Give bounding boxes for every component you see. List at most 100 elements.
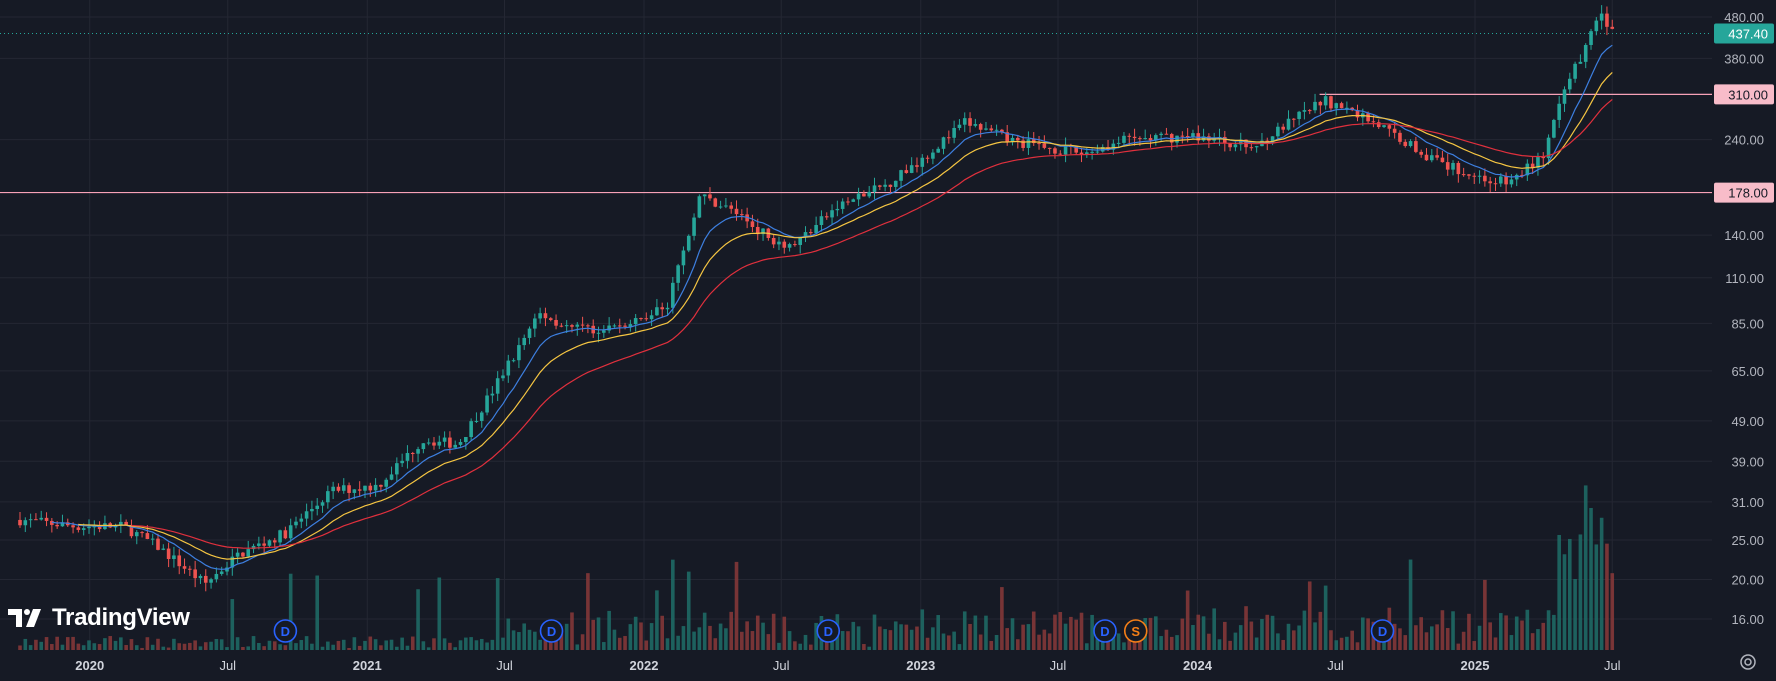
volume-bar bbox=[968, 624, 972, 650]
time-axis[interactable]: 2020 Jul 2021 Jul 2022 Jul 2023 Jul 2024 Jul 2025 J… bbox=[75, 658, 1620, 673]
candle bbox=[182, 558, 187, 574]
time-tick-label: 2023 bbox=[906, 658, 935, 673]
candle bbox=[1292, 118, 1296, 128]
candle bbox=[1355, 104, 1360, 122]
candle bbox=[1403, 139, 1408, 148]
candle bbox=[373, 478, 378, 497]
volume-bar bbox=[617, 637, 622, 650]
candle bbox=[464, 436, 468, 450]
tradingview-logo[interactable]: TradingView bbox=[8, 604, 190, 632]
candle bbox=[209, 577, 213, 589]
candle bbox=[1159, 131, 1163, 142]
volume-bar bbox=[740, 631, 744, 650]
candle bbox=[50, 518, 54, 533]
candle bbox=[288, 518, 293, 543]
volume-bar bbox=[373, 639, 378, 650]
volume-bar bbox=[92, 643, 97, 650]
volume-bar bbox=[1339, 637, 1344, 650]
candle bbox=[1414, 136, 1418, 154]
candle bbox=[246, 540, 251, 559]
volume-bar bbox=[1223, 621, 1227, 650]
candle bbox=[315, 498, 320, 516]
volume-bar bbox=[134, 645, 139, 650]
volume-bar bbox=[490, 639, 495, 650]
volume-bar bbox=[1228, 640, 1232, 650]
horizontal-levels[interactable] bbox=[0, 32, 1712, 194]
candle bbox=[219, 566, 224, 576]
candle bbox=[23, 517, 28, 533]
candle bbox=[150, 533, 155, 546]
candle bbox=[809, 228, 813, 237]
candle bbox=[1567, 72, 1572, 94]
volume-bar bbox=[1541, 622, 1546, 650]
price-tick-label: 49.00 bbox=[1731, 414, 1764, 429]
price-axis[interactable]: 480.00 380.00 240.00 140.00 110.00 85.00 65.00… bbox=[1714, 10, 1774, 627]
candle bbox=[517, 337, 521, 369]
volume-bar bbox=[241, 646, 245, 650]
volume-bar bbox=[1307, 581, 1312, 650]
candles bbox=[18, 5, 1615, 592]
candle bbox=[1493, 177, 1498, 191]
candle bbox=[962, 112, 967, 133]
candle bbox=[671, 276, 675, 314]
svg-text:S: S bbox=[1131, 624, 1140, 639]
volume-bar bbox=[1445, 628, 1450, 650]
candle bbox=[1037, 135, 1041, 150]
candle bbox=[761, 228, 765, 241]
candle bbox=[580, 316, 585, 332]
volume-bar bbox=[225, 647, 229, 650]
candle bbox=[846, 197, 850, 206]
volume-bar bbox=[1520, 620, 1524, 650]
volume-bar bbox=[718, 623, 723, 650]
volume-bar bbox=[692, 631, 696, 650]
volume-bar bbox=[87, 640, 91, 650]
volume-bar bbox=[235, 637, 240, 650]
candle bbox=[1483, 168, 1487, 187]
volume-bar bbox=[1270, 615, 1275, 650]
volume-bar bbox=[432, 638, 436, 650]
volume-bar bbox=[1244, 606, 1248, 650]
candle bbox=[617, 318, 622, 334]
candle bbox=[835, 200, 840, 217]
candle bbox=[87, 519, 91, 534]
volume-bar bbox=[846, 631, 850, 650]
candle bbox=[713, 197, 718, 208]
candle bbox=[612, 323, 617, 328]
volume-bar bbox=[1456, 643, 1461, 650]
volume-bar bbox=[198, 646, 203, 650]
svg-text:D: D bbox=[1378, 624, 1387, 639]
candle bbox=[1228, 142, 1232, 152]
candle bbox=[925, 155, 930, 164]
candle bbox=[1021, 136, 1025, 152]
volume-bar bbox=[1345, 636, 1349, 650]
candle bbox=[989, 124, 994, 132]
candle bbox=[1207, 133, 1211, 148]
volume-bar bbox=[1090, 614, 1094, 650]
volume-bar bbox=[761, 622, 765, 650]
candle bbox=[304, 503, 309, 527]
candle bbox=[548, 317, 553, 322]
volume-bar bbox=[893, 621, 898, 650]
volume-bar bbox=[755, 615, 760, 650]
volume-bar bbox=[352, 637, 357, 650]
volume-bar bbox=[1074, 619, 1078, 650]
volume-bar bbox=[1440, 610, 1445, 650]
candle bbox=[1169, 132, 1174, 151]
candle bbox=[1488, 176, 1492, 192]
volume-bar bbox=[671, 559, 675, 650]
dividend-marker: D bbox=[1093, 619, 1117, 643]
volume-bar bbox=[973, 615, 978, 650]
volume-bar bbox=[564, 623, 569, 650]
candle bbox=[543, 307, 548, 327]
settings-gear-icon[interactable] bbox=[1738, 652, 1758, 672]
volume-bar bbox=[511, 630, 516, 650]
volume-bar bbox=[76, 643, 81, 650]
volume-bar bbox=[50, 644, 54, 650]
price-tick-label: 39.00 bbox=[1731, 454, 1764, 469]
volume-bar bbox=[883, 629, 887, 650]
candle bbox=[1530, 156, 1535, 175]
volume-bar bbox=[931, 627, 935, 650]
